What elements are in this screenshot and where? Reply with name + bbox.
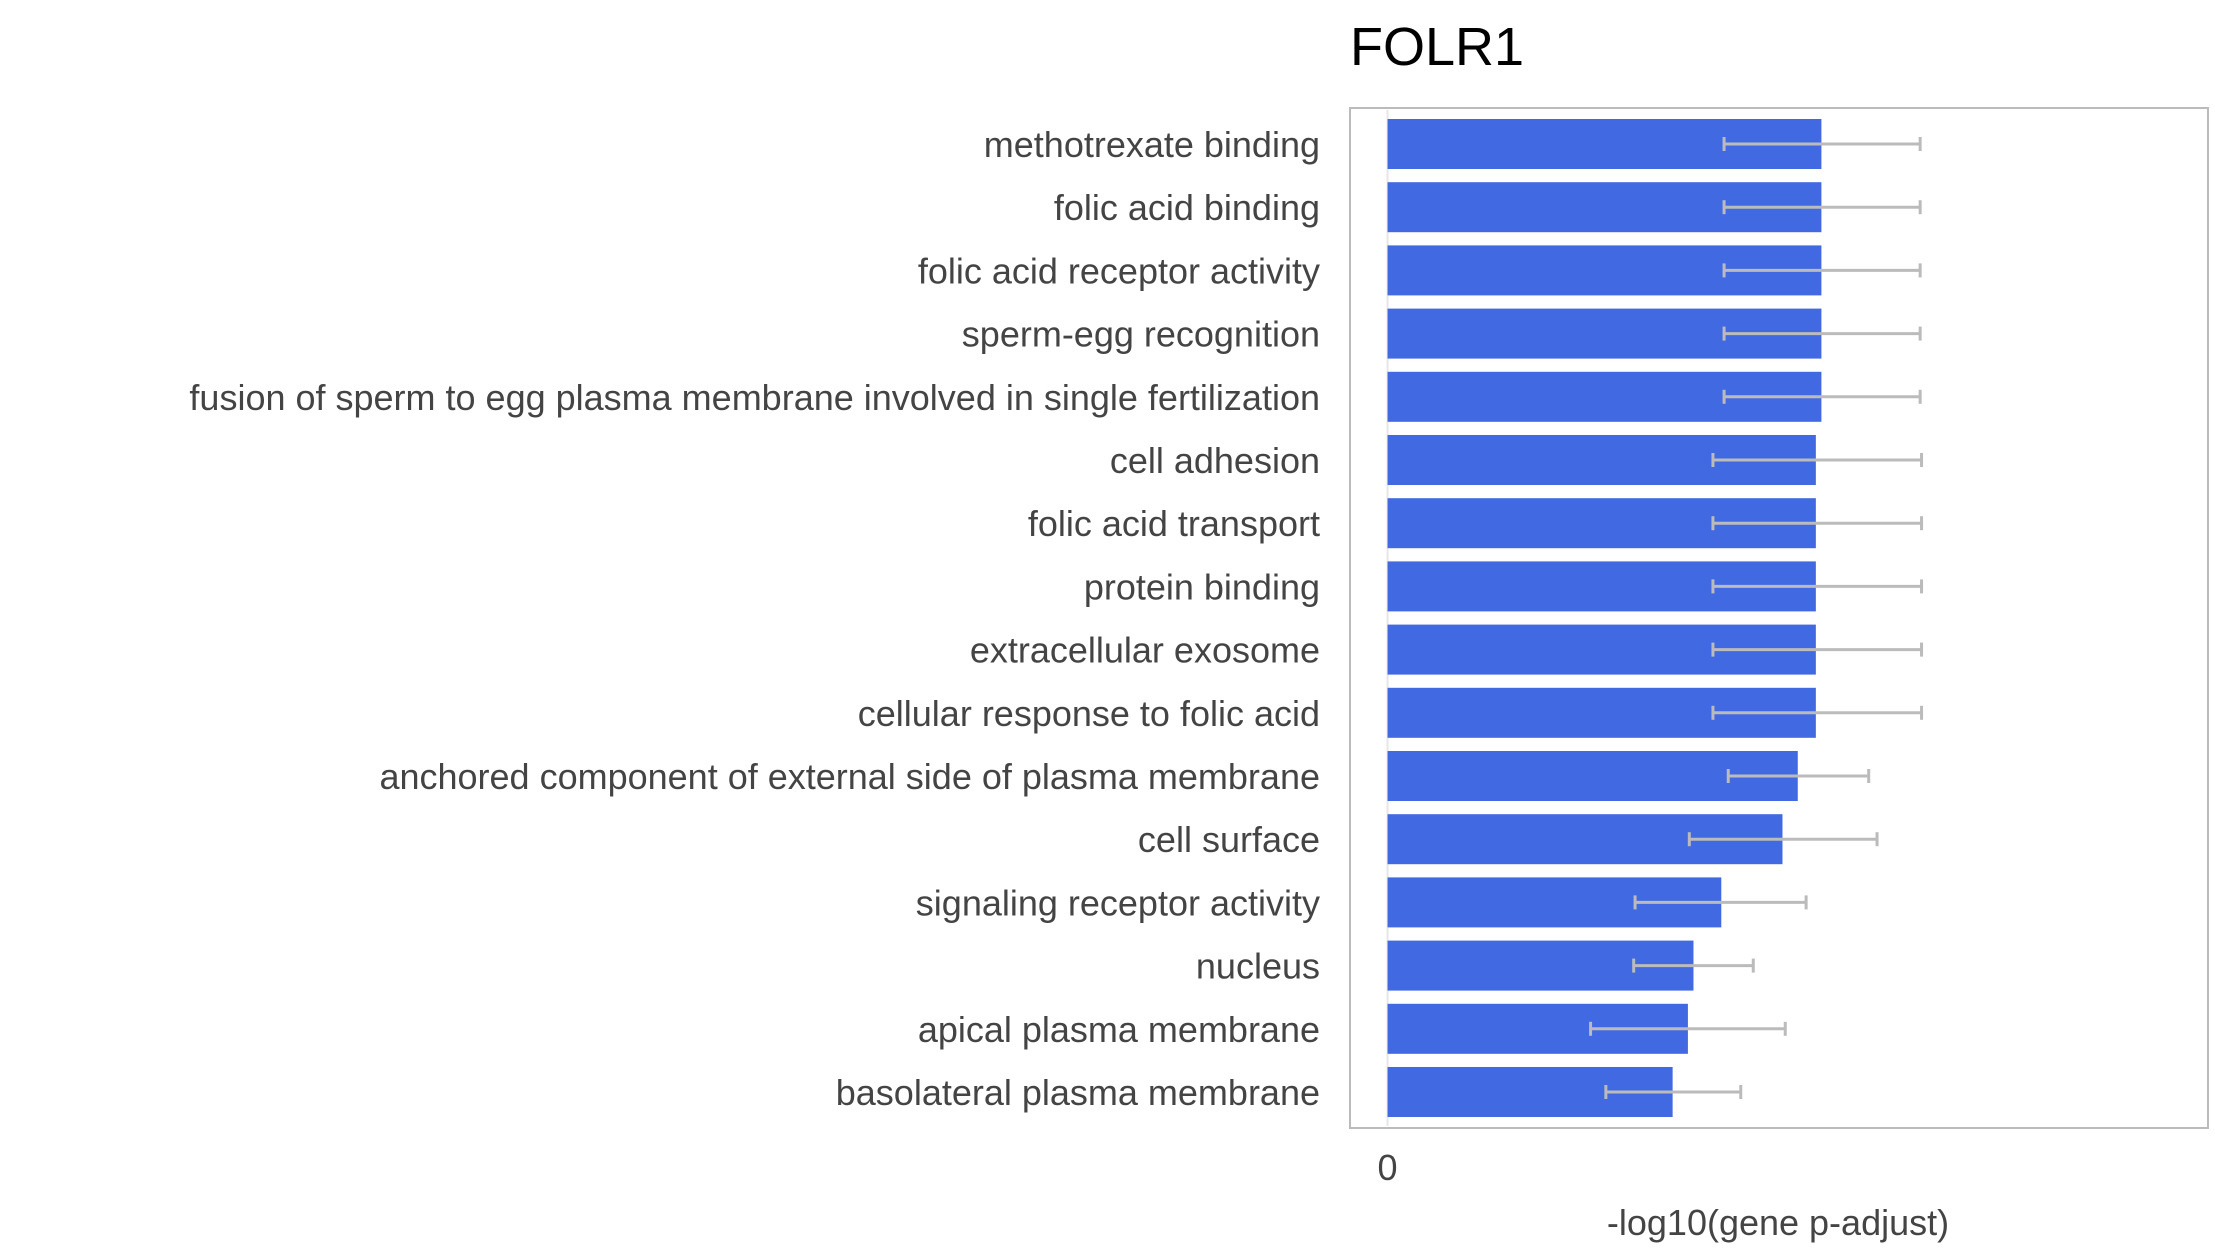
y-tick-label: extracellular exosome bbox=[970, 630, 1320, 671]
error-bar bbox=[1711, 642, 1924, 657]
y-tick-label: methotrexate binding bbox=[984, 124, 1320, 165]
error-bar bbox=[1711, 705, 1924, 720]
error-bar bbox=[1726, 769, 1871, 783]
plot-area: methotrexate binding folic acid binding fo… bbox=[189, 107, 2209, 1188]
y-tick-label: folic acid receptor activity bbox=[918, 250, 1320, 291]
error-bar bbox=[1722, 326, 1922, 341]
error-bar bbox=[1722, 263, 1922, 278]
y-tick-label: sperm-egg recognition bbox=[962, 314, 1320, 355]
y-tick-label: basolateral plasma membrane bbox=[836, 1072, 1320, 1113]
y-tick-label: nucleus bbox=[1196, 946, 1320, 987]
error-bar bbox=[1589, 1021, 1787, 1036]
y-tick-label: anchored component of external side of p… bbox=[379, 756, 1320, 797]
y-tick-label: signaling receptor activity bbox=[916, 882, 1320, 923]
y-tick-label: cellular response to folic acid bbox=[858, 693, 1320, 734]
error-bar bbox=[1687, 832, 1879, 847]
y-tick-label: cell adhesion bbox=[1110, 440, 1320, 481]
error-bar bbox=[1722, 137, 1922, 151]
error-bar bbox=[1632, 958, 1755, 973]
error-bar bbox=[1604, 1085, 1743, 1099]
y-tick-label: apical plasma membrane bbox=[918, 1009, 1320, 1050]
x-axis-label: -log10(gene p-adjust) bbox=[1607, 1202, 1949, 1243]
x-tick-label: 0 bbox=[1378, 1147, 1398, 1188]
y-tick-label: folic acid binding bbox=[1054, 187, 1320, 228]
plot-frame bbox=[1349, 107, 2209, 1129]
y-tick-label: cell surface bbox=[1138, 819, 1320, 860]
error-bar bbox=[1711, 453, 1924, 467]
y-tick-label: fusion of sperm to egg plasma membrane i… bbox=[189, 377, 1320, 418]
error-bar bbox=[1722, 200, 1922, 215]
error-bar bbox=[1711, 579, 1924, 594]
y-tick-label: protein binding bbox=[1084, 566, 1320, 607]
error-bar bbox=[1633, 895, 1808, 910]
y-tick-label: folic acid transport bbox=[1028, 503, 1320, 544]
error-bar bbox=[1711, 516, 1924, 531]
error-bar bbox=[1722, 389, 1922, 404]
chart-title: FOLR1 bbox=[1350, 17, 1524, 77]
